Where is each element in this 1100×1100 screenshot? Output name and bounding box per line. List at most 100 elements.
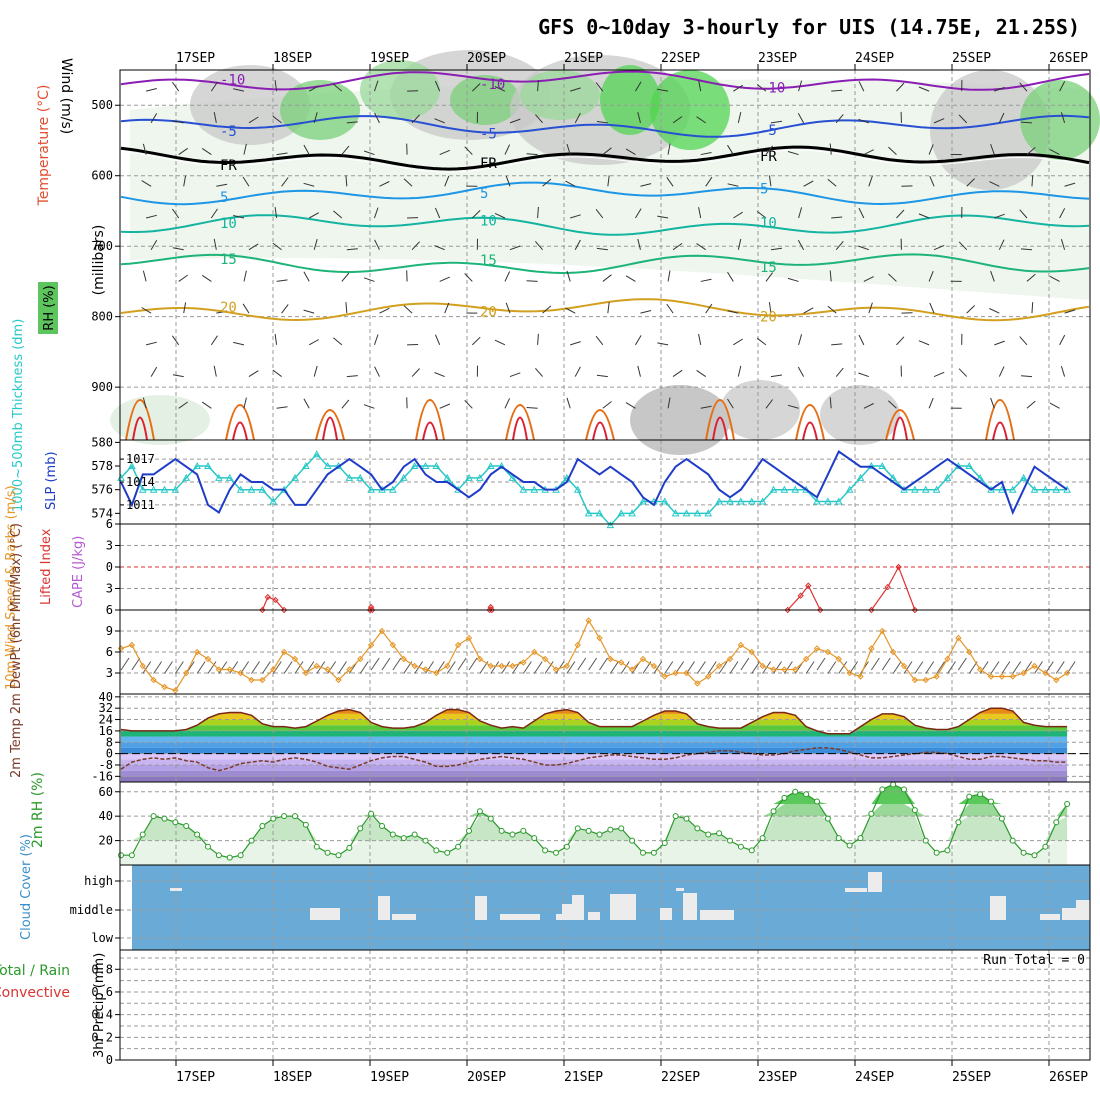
wind-barb [242,176,250,187]
wind10m-point [117,645,125,652]
wind-barb [595,208,604,219]
temperature-color-band [121,759,1068,765]
wind10m-point [618,659,625,666]
wind-barb [933,244,945,251]
wind-barb [896,82,905,92]
wind-barb [178,147,188,155]
wind-barb [281,304,289,314]
wind10m-point [1063,669,1071,677]
rh-point [1020,849,1027,856]
wind-barb [346,248,358,251]
wind-barb [990,270,995,282]
contour-label: 5 [220,190,228,206]
y-tick-label-temp: -16 [91,769,113,783]
thickness-point [486,461,495,470]
y-tick-label-temp: 16 [99,724,113,738]
wind10m-point [911,676,919,684]
wind-barb-10m [120,657,130,671]
wind10m-point [705,673,712,680]
contour-label: 5 [760,181,768,197]
wind-barb [363,150,375,156]
wind10m-point [400,655,407,663]
wind10m-point [813,645,821,652]
wind10m-point [172,687,179,694]
wind-barb [471,83,481,92]
thickness-point [682,509,691,517]
wind-barb [858,245,869,251]
wind-barb [667,143,671,155]
wind-barb-10m [229,661,239,674]
wind-barb-10m [620,661,630,674]
wind-barb-10m [1001,661,1011,674]
wind-barb [274,80,278,92]
wind-barb [667,270,671,282]
wind-barb [379,307,390,314]
cloud-bar [1062,908,1076,920]
wind-barb [145,341,157,346]
y-tick-label-pressure: 700 [91,239,113,253]
wind-barb [272,369,282,377]
wind-barb [537,206,539,219]
y-tick-label-cloud: low [91,931,113,945]
temperature-contour-30 [132,416,148,441]
thickness-point [476,473,484,481]
wind-barb [303,309,315,314]
wind-barb [602,147,612,155]
wind10m-point [313,662,320,670]
rh-point [411,831,418,838]
wind-barb [464,273,473,282]
wind-barb [565,180,576,187]
contour-label: -5 [220,124,237,140]
wind-barb [145,88,157,92]
wind-barb [537,80,539,92]
wind-barb [1019,82,1028,92]
thickness-point [824,497,832,505]
wind-barb [928,144,934,155]
wind10m-point [183,669,190,677]
thickness-point [769,485,778,493]
wind-barb-10m [696,661,706,674]
wind-barb [142,397,147,409]
wind10m-point [868,645,875,652]
wind-barb [274,207,278,219]
wind10m-point [770,666,777,673]
wind-barb [142,270,147,282]
cloud-bar [624,894,636,920]
wind10m-point [433,669,440,677]
wind-barb [990,144,995,155]
cloud-bar [572,895,584,920]
wind-barb [602,274,612,282]
wind-barb [829,143,832,155]
wind-barb [213,365,217,377]
wind-barb [504,144,511,155]
wind-barb-10m [914,661,924,674]
wind-barb [595,82,604,92]
contour-label: 5 [480,186,488,202]
lifted-index-point [280,606,288,614]
rh-point [498,827,505,834]
series-line-slp [120,450,1068,516]
thickness-point [530,485,539,493]
lifted-index-point [817,606,824,614]
wind10m-point [857,673,864,680]
rh-point [977,791,984,798]
wind-barb [308,212,320,219]
thickness-point [323,461,332,470]
wind-barb [411,114,420,124]
wind-barb [918,340,930,346]
rh-shading-blob [1020,80,1100,160]
wind-barb [596,121,608,124]
thickness-point [225,473,234,481]
wind-barb-10m [153,661,163,674]
rh-point [226,854,233,861]
contour-label: -10 [760,81,785,97]
rh-point [781,794,788,801]
wind-barb [918,86,930,92]
temperature-contour-30 [892,416,908,441]
rh-point [672,813,679,820]
wind-barb [1059,334,1066,346]
x-tick-label-top: 24SEP [855,51,894,66]
x-tick-label-bottom: 23SEP [758,1070,797,1085]
wind-barb [1060,112,1066,124]
rh-point [379,822,385,829]
